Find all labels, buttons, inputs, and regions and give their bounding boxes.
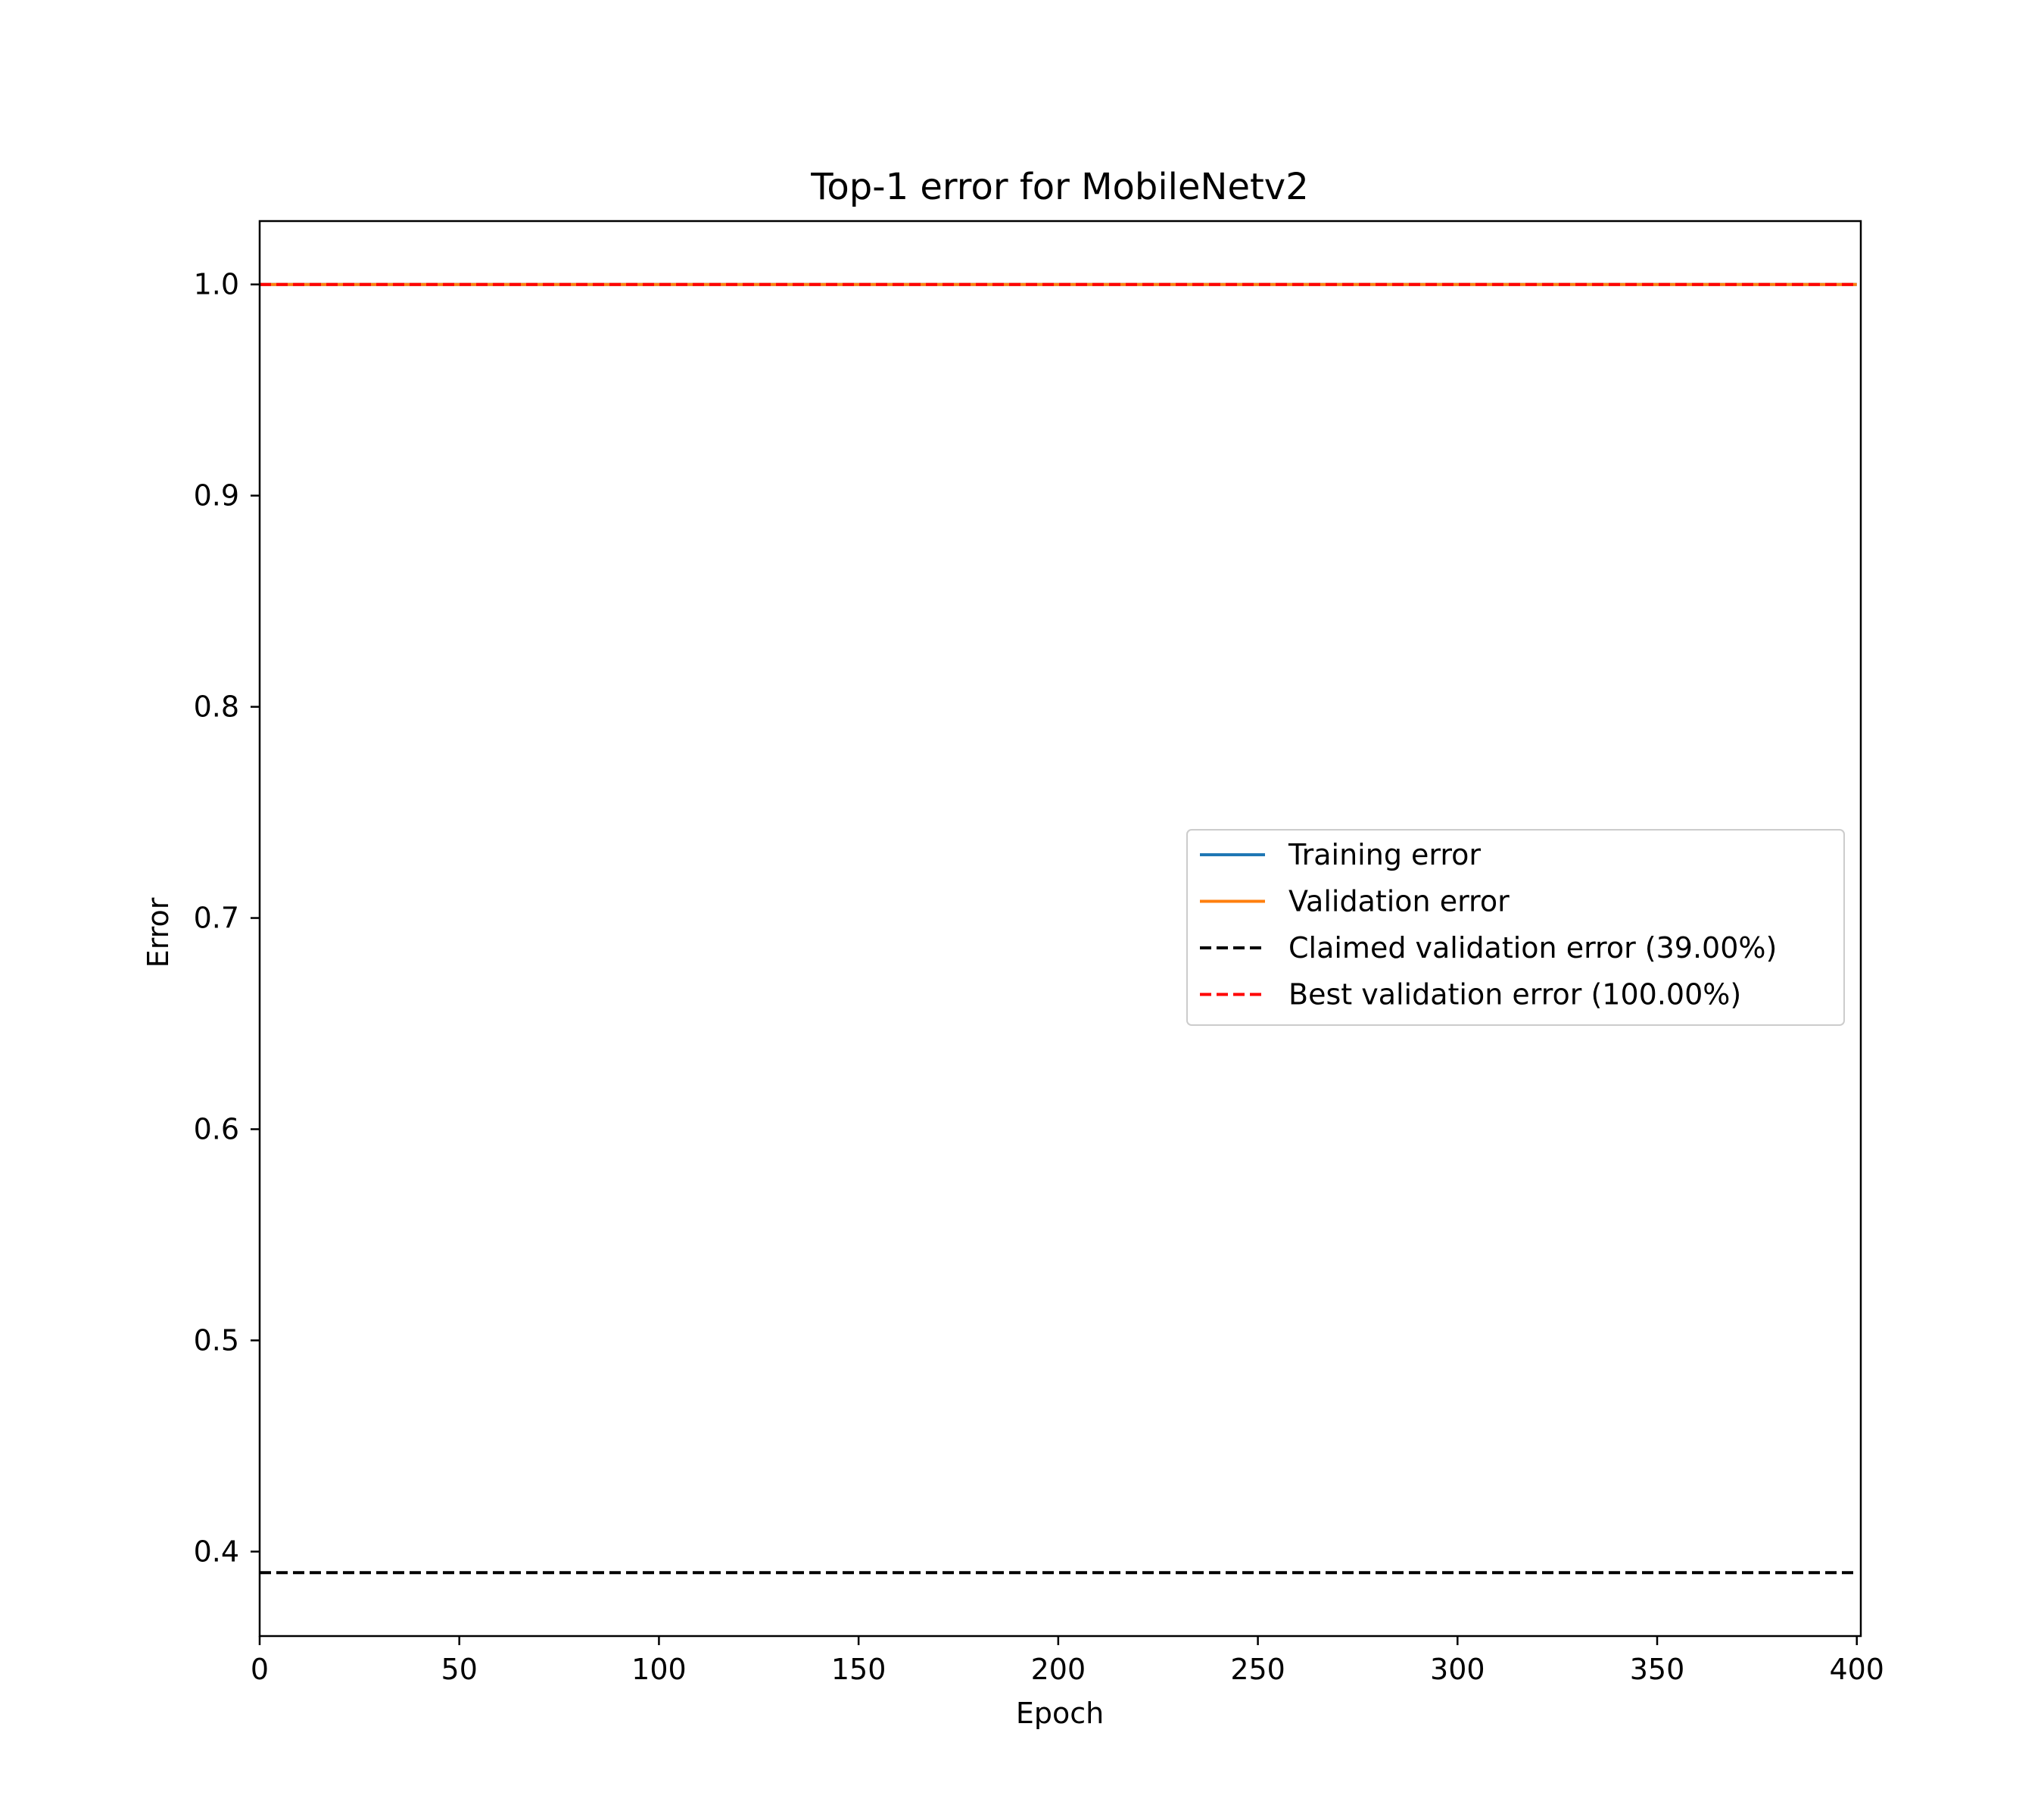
y-tick-label: 0.4: [194, 1535, 239, 1568]
x-axis-label: Epoch: [1016, 1697, 1104, 1730]
legend-label-claimed-validation-error-39-00: Claimed validation error (39.00%): [1288, 931, 1777, 965]
x-tick-label: 100: [631, 1653, 687, 1686]
x-tick-label: 300: [1430, 1653, 1485, 1686]
y-axis-label: Error: [142, 897, 175, 968]
x-tick-label: 200: [1031, 1653, 1086, 1686]
x-tick-label: 150: [831, 1653, 886, 1686]
x-axis-ticks: 0 50 100 150 200 250 300 350 400: [251, 1636, 1884, 1686]
x-tick-label: 350: [1630, 1653, 1685, 1686]
x-tick-label: 400: [1829, 1653, 1884, 1686]
y-tick-label: 0.6: [194, 1113, 239, 1146]
y-tick-label: 0.9: [194, 479, 239, 513]
legend: Training error Validation error Claimed va…: [1186, 829, 1845, 1026]
y-tick-label: 0.7: [194, 902, 239, 935]
legend-label-training-error: Training error: [1288, 838, 1481, 871]
plot-frame: [258, 220, 1862, 1638]
legend-label-validation-error: Validation error: [1288, 885, 1510, 918]
y-tick-label: 0.5: [194, 1323, 239, 1357]
legend-frame: [1186, 829, 1845, 1026]
legend-label-best-validation-error-100-00: Best validation error (100.00%): [1288, 978, 1741, 1011]
x-tick-label: 250: [1230, 1653, 1285, 1686]
y-axis-ticks: 0.4 0.5 0.6 0.7 0.8 0.9 1.0: [194, 268, 260, 1568]
x-tick-label: 50: [441, 1653, 478, 1686]
chart-title: Top-1 error for MobileNetv2: [810, 166, 1309, 208]
y-tick-label: 0.8: [194, 690, 239, 724]
series-layer: [260, 282, 1857, 1575]
x-tick-label: 0: [251, 1653, 269, 1686]
y-tick-label: 1.0: [194, 268, 239, 301]
